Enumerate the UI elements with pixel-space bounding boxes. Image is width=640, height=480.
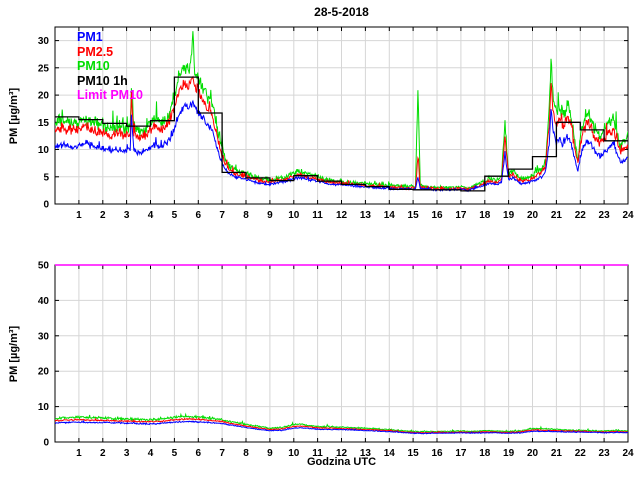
series-group xyxy=(55,412,628,435)
x-tick-label: 9 xyxy=(267,210,273,221)
x-tick-label: 7 xyxy=(219,210,225,221)
x-tick-label: 8 xyxy=(243,448,249,459)
y-tick-label: 20 xyxy=(38,91,50,102)
legend-item-pm25: PM2.5 xyxy=(77,44,114,59)
x-axis-label: Godzina UTC xyxy=(306,456,377,468)
y-tick-label: 20 xyxy=(38,367,50,378)
x-tick-label: 17 xyxy=(455,448,467,459)
x-tick-label: 24 xyxy=(622,210,634,221)
x-tick-label: 2 xyxy=(100,448,106,459)
x-tick-label: 4 xyxy=(148,210,154,221)
x-tick-label: 15 xyxy=(408,448,420,459)
x-tick-label: 20 xyxy=(527,448,539,459)
x-tick-label: 18 xyxy=(479,448,491,459)
x-tick-label: 12 xyxy=(336,210,348,221)
y-tick-label: 0 xyxy=(43,200,49,211)
x-tick-label: 23 xyxy=(599,210,611,221)
x-tick-label: 10 xyxy=(288,448,300,459)
x-tick-label: 4 xyxy=(148,448,154,459)
x-tick-label: 15 xyxy=(408,210,420,221)
series-pm2-5 xyxy=(55,417,628,434)
x-tick-label: 22 xyxy=(575,210,587,221)
bottom-chart: 1 2 3 4 5 6 7 8 9 10 11 12 13 14 15 16 17 18 19 20 21 22 23 240… xyxy=(38,261,634,460)
x-tick-label: 19 xyxy=(503,448,515,459)
x-tick-label: 6 xyxy=(196,210,202,221)
x-tick-label: 23 xyxy=(599,448,611,459)
x-tick-label: 7 xyxy=(219,448,225,459)
x-tick-label: 22 xyxy=(575,448,587,459)
chart-title: 28-5-2018 xyxy=(314,5,369,19)
x-tick-label: 11 xyxy=(312,210,323,221)
x-tick-label: 2 xyxy=(100,210,106,221)
series-pm10-1h-step xyxy=(55,76,628,192)
legend: PM1 PM2.5 PM10 PM10 1h Limit PM10 xyxy=(77,30,143,103)
y-tick-label: 0 xyxy=(43,438,49,449)
legend-item-pm10: PM10 xyxy=(77,59,110,73)
x-tick-label: 12 xyxy=(336,448,348,459)
y-tick-label: 10 xyxy=(38,145,50,156)
series-group xyxy=(55,31,628,193)
series-pm10 xyxy=(55,412,628,434)
legend-item-limit-pm10: Limit PM10 xyxy=(77,88,143,102)
x-tick-label: 16 xyxy=(431,448,443,459)
x-tick-label: 18 xyxy=(479,210,491,221)
y-tick-label: 5 xyxy=(43,172,49,183)
x-tick-label: 19 xyxy=(503,210,515,221)
x-tick-label: 13 xyxy=(360,210,372,221)
x-tick-label: 11 xyxy=(312,448,323,459)
x-tick-label: 14 xyxy=(384,448,396,459)
x-tick-label: 1 xyxy=(76,448,82,459)
bottom-y-axis-label: PM [µg/m³] xyxy=(8,325,20,383)
x-tick-label: 16 xyxy=(431,210,443,221)
y-tick-label: 15 xyxy=(38,118,50,129)
x-tick-label: 17 xyxy=(455,210,467,221)
x-tick-label: 20 xyxy=(527,210,539,221)
x-tick-label: 24 xyxy=(622,448,634,459)
x-tick-label: 8 xyxy=(243,210,249,221)
x-tick-label: 1 xyxy=(76,210,82,221)
x-tick-label: 9 xyxy=(267,448,273,459)
x-tick-label: 21 xyxy=(551,210,563,221)
x-tick-label: 3 xyxy=(124,210,130,221)
top-y-axis-label: PM [µg/m³] xyxy=(8,87,20,145)
x-tick-label: 14 xyxy=(384,210,396,221)
top-chart: 1 2 3 4 5 6 7 8 9 10 11 12 13 14 15 16 17 18 19 20 21 22 23 240… xyxy=(38,26,634,221)
x-tick-label: 6 xyxy=(196,448,202,459)
legend-item-pm1: PM1 xyxy=(77,30,103,44)
legend-item-pm10-1h: PM10 1h xyxy=(77,73,128,88)
y-tick-label: 10 xyxy=(38,402,50,413)
x-tick-label: 5 xyxy=(172,210,178,221)
x-tick-label: 5 xyxy=(172,448,178,459)
y-tick-label: 25 xyxy=(38,63,50,74)
y-tick-label: 30 xyxy=(38,331,50,342)
y-tick-label: 40 xyxy=(38,296,50,307)
x-tick-label: 13 xyxy=(360,448,372,459)
x-tick-label: 21 xyxy=(551,448,563,459)
y-tick-label: 50 xyxy=(38,261,50,272)
series-pm1 xyxy=(55,419,628,435)
y-tick-label: 30 xyxy=(38,36,50,47)
x-tick-label: 3 xyxy=(124,448,130,459)
x-tick-label: 10 xyxy=(288,210,300,221)
